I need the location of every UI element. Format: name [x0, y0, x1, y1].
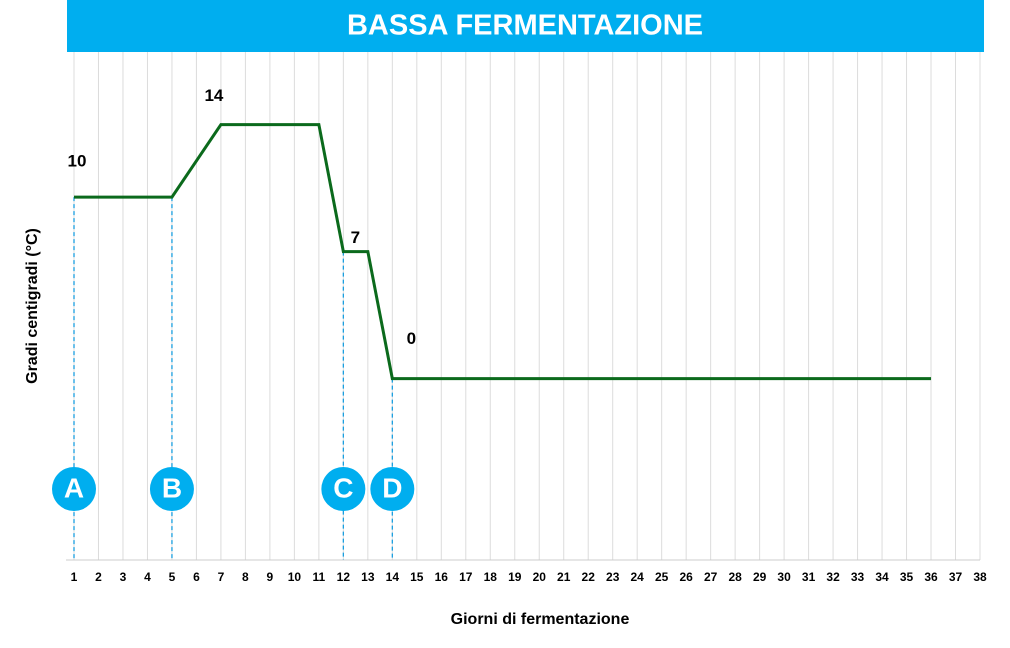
x-tick-label: 35: [900, 570, 914, 584]
x-tick-label: 3: [120, 570, 127, 584]
marker-label: A: [64, 472, 84, 503]
x-tick-label: 12: [337, 570, 351, 584]
x-tick-label: 14: [386, 570, 400, 584]
x-tick-label: 19: [508, 570, 522, 584]
x-tick-label: 30: [777, 570, 791, 584]
marker-label: C: [333, 472, 353, 503]
x-tick-label: 31: [802, 570, 816, 584]
data-label: 0: [407, 329, 416, 348]
x-tick-label: 17: [459, 570, 473, 584]
x-tick-label: 15: [410, 570, 424, 584]
marker-label: D: [382, 472, 402, 503]
x-tick-label: 24: [631, 570, 645, 584]
marker-circle: [149, 467, 194, 511]
x-tick-label: 38: [973, 570, 987, 584]
x-tick-label: 21: [557, 570, 571, 584]
x-tick-label: 26: [679, 570, 693, 584]
x-tick-label: 34: [875, 570, 889, 584]
x-tick-label: 6: [193, 570, 200, 584]
marker-circle: [52, 467, 96, 511]
marker-circle: [321, 467, 366, 511]
data-label: 7: [351, 228, 360, 247]
x-tick-label: 27: [704, 570, 718, 584]
data-label: 10: [68, 152, 87, 171]
x-tick-label: 23: [606, 570, 620, 584]
x-tick-label: 7: [218, 570, 225, 584]
x-tick-label: 32: [826, 570, 840, 584]
x-tick-label: 29: [753, 570, 767, 584]
x-tick-label: 33: [851, 570, 865, 584]
y-axis-label: Gradi centigradi (°C): [24, 228, 41, 384]
x-tick-label: 18: [484, 570, 498, 584]
x-tick-label: 9: [267, 570, 274, 584]
x-tick-label: 22: [582, 570, 596, 584]
x-tick-label: 37: [949, 570, 963, 584]
x-tick-label: 25: [655, 570, 669, 584]
title-banner: [67, 0, 984, 52]
x-tick-label: 16: [435, 570, 449, 584]
x-tick-label: 8: [242, 570, 249, 584]
x-tick-label: 36: [924, 570, 938, 584]
marker-circle: [370, 467, 415, 511]
x-tick-label: 20: [533, 570, 547, 584]
x-tick-label: 2: [95, 570, 102, 584]
marker-label: B: [162, 472, 182, 503]
x-tick-label: 13: [361, 570, 375, 584]
x-tick-label: 10: [288, 570, 302, 584]
x-tick-label: 1: [71, 570, 78, 584]
x-axis-label: Giorni di fermentazione: [451, 611, 630, 628]
x-tick-label: 5: [169, 570, 176, 584]
chart-title: BASSA FERMENTAZIONE: [347, 10, 703, 42]
data-label: 14: [204, 86, 223, 105]
x-tick-label: 28: [728, 570, 742, 584]
x-tick-label: 11: [313, 570, 326, 584]
data-line: [74, 123, 932, 381]
x-tick-label: 4: [144, 570, 151, 584]
